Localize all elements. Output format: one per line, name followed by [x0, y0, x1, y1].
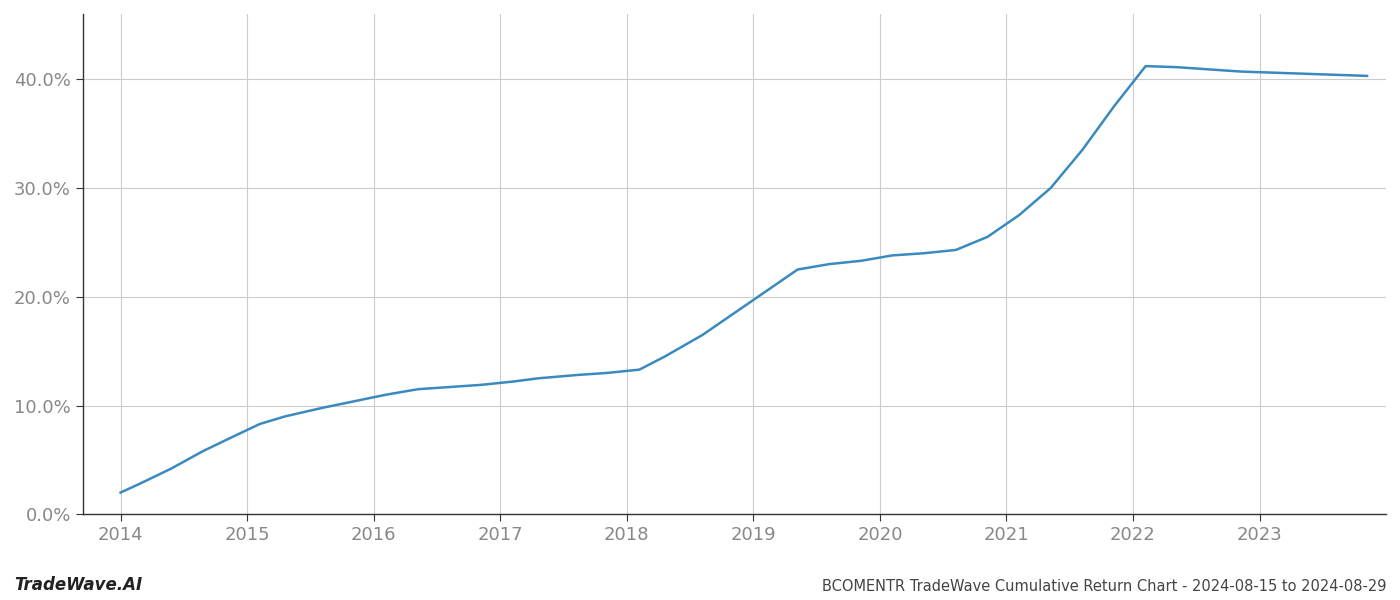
- Text: BCOMENTR TradeWave Cumulative Return Chart - 2024-08-15 to 2024-08-29: BCOMENTR TradeWave Cumulative Return Cha…: [822, 579, 1386, 594]
- Text: TradeWave.AI: TradeWave.AI: [14, 576, 143, 594]
